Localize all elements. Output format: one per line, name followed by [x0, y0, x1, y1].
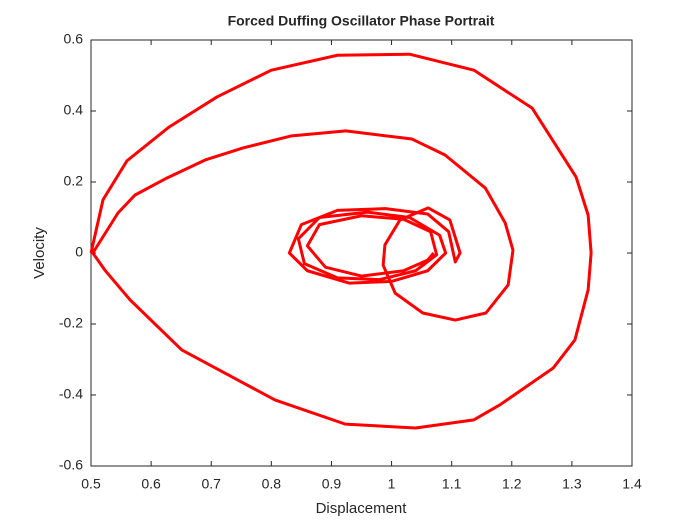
y-tick-label: 0.4 [64, 102, 84, 118]
y-tick-label: -0.6 [59, 457, 83, 473]
x-tick-label: 0.7 [201, 476, 221, 492]
y-tick-label: 0 [75, 244, 83, 260]
y-tick-label: -0.4 [59, 386, 83, 402]
y-axis-label: Velocity [31, 227, 48, 279]
x-tick-label: 1.2 [502, 476, 522, 492]
y-tick-label: -0.2 [59, 315, 83, 331]
y-tick-label: 0.6 [64, 31, 84, 47]
x-tick-label: 0.9 [322, 476, 342, 492]
x-tick-label: 1.4 [622, 476, 642, 492]
x-tick-label: 0.6 [141, 476, 161, 492]
x-tick-label: 0.8 [262, 476, 282, 492]
x-tick-label: 1.3 [562, 476, 582, 492]
x-axis-label: Displacement [316, 500, 408, 517]
chart-title: Forced Duffing Oscillator Phase Portrait [228, 13, 495, 29]
x-tick-label: 1 [388, 476, 396, 492]
y-tick-label: 0.2 [64, 173, 84, 189]
x-tick-label: 0.5 [81, 476, 101, 492]
trajectory-line [89, 52, 593, 430]
plot-area [90, 39, 633, 467]
x-tick-label: 1.1 [442, 476, 462, 492]
